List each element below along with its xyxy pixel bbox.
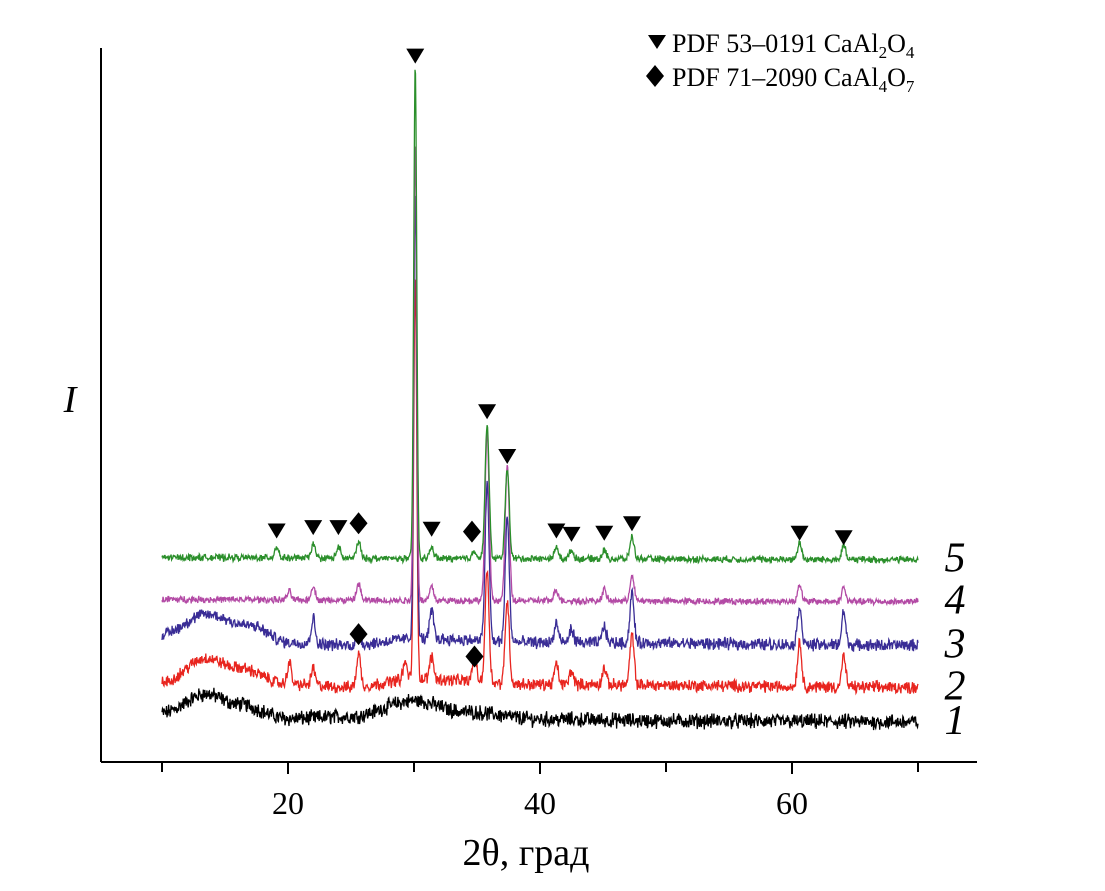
series-group: [161, 69, 919, 731]
x-tick-label: 40: [524, 785, 556, 821]
series-line-3: [161, 195, 919, 652]
triangle-marker: [422, 521, 441, 537]
legend-mid-1: O: [887, 29, 906, 58]
legend-sub-1a: 2: [879, 43, 888, 62]
y-axis-title: I: [63, 379, 79, 421]
phase-markers: [267, 48, 853, 668]
legend-sub-1b: 4: [906, 43, 915, 62]
triangle-marker: [329, 520, 348, 536]
triangle-marker: [498, 449, 517, 464]
legend-diamond-icon: [646, 65, 664, 87]
x-tick-label: 60: [776, 785, 808, 821]
series-line-4: [161, 146, 919, 607]
diamond-marker: [349, 623, 368, 646]
legend-triangle-icon: [648, 35, 666, 49]
legend-mid-2: O: [887, 63, 906, 92]
triangle-marker: [267, 523, 286, 539]
triangle-marker: [834, 530, 853, 546]
x-ticks: 20 40 60: [161, 762, 919, 821]
x-axis-title: 2θ, град: [463, 832, 590, 874]
legend-sub-2a: 4: [879, 77, 888, 96]
diamond-marker: [349, 512, 368, 535]
triangle-marker: [304, 520, 323, 536]
triangle-marker: [622, 516, 641, 532]
svg-text:PDF 53–0191 CaAl2O4: PDF 53–0191 CaAl2O4: [672, 29, 915, 62]
diamond-marker: [462, 520, 481, 543]
triangle-marker: [790, 525, 809, 541]
curve-label-2: 2: [945, 663, 966, 709]
series-line-2: [161, 278, 919, 696]
legend-label-2: PDF 71–2090 CaAl: [672, 63, 879, 92]
series-line-1: [161, 687, 919, 731]
legend-sub-2b: 7: [906, 77, 915, 96]
legend-entry-pdf-71-2090: PDF 71–2090 CaAl4O7: [646, 63, 915, 96]
triangle-marker: [478, 404, 497, 420]
curve-label-4: 4: [945, 578, 966, 624]
legend: PDF 53–0191 CaAl2O4 PDF 71–2090 CaAl4O7: [646, 29, 915, 96]
triangle-marker: [547, 523, 566, 539]
x-tick-label: 20: [272, 785, 304, 821]
legend-label-1: PDF 53–0191 CaAl: [672, 29, 879, 58]
triangle-marker: [406, 48, 425, 64]
series-line-5: [161, 69, 919, 565]
curve-label-3: 3: [944, 621, 966, 667]
triangle-marker: [562, 526, 581, 542]
triangle-marker: [595, 525, 614, 541]
curve-label-5: 5: [945, 536, 966, 582]
legend-entry-pdf-53-0191: PDF 53–0191 CaAl2O4: [648, 29, 915, 62]
diamond-marker: [465, 645, 484, 668]
svg-text:PDF 71–2090 CaAl4O7: PDF 71–2090 CaAl4O7: [672, 63, 915, 96]
curve-label-1: 1: [945, 698, 966, 744]
